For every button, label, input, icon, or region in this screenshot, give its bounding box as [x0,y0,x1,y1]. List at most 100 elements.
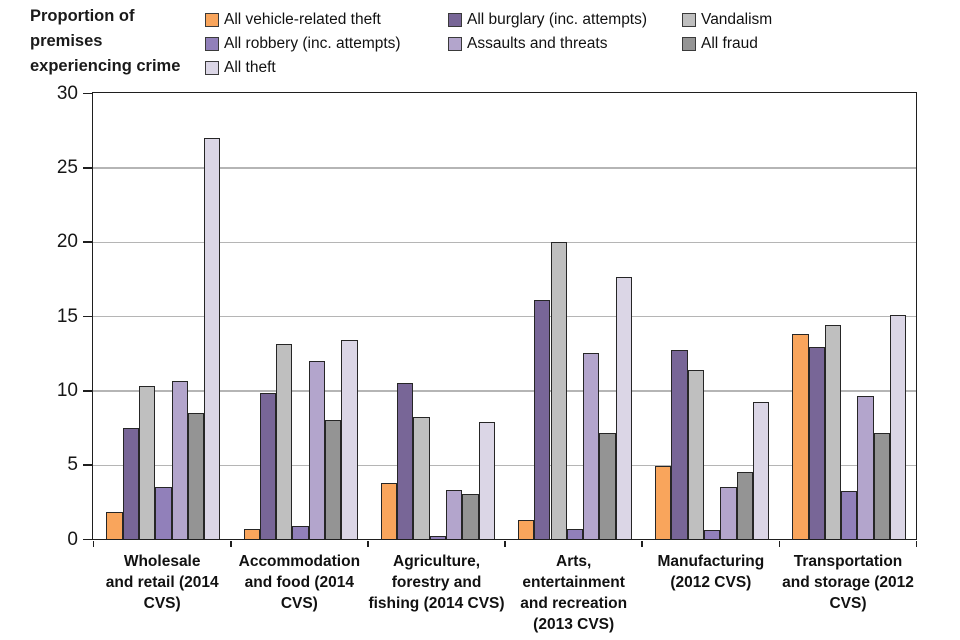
bar-assaults-and-threats-transportation-and-storage-2012-cvs [857,396,874,539]
x-axis-tick [778,541,781,548]
x-axis-category-label: Manufacturing (2012 CVS) [657,553,765,591]
y-axis-tick-label: 15 [56,305,78,327]
legend-item-all-burglary-inc-attempts: All burglary (inc. attempts) [448,10,647,30]
bar-all-theft-arts-entertainment-and-recreation-2013-cvs [615,277,632,539]
x-axis-category-label: Agriculture, forestry and fishing (2014 … [368,553,505,612]
bar-all-fraud-accommodation-and-food-2014-cvs [325,420,342,539]
bar-all-theft-agriculture-forestry-and-fishing-2014-cvs [478,421,495,539]
chart-title-line: Proportion of [30,7,135,25]
x-axis-tick [367,541,369,548]
bar-vandalism-accommodation-and-food-2014-cvs [276,344,293,539]
bar-all-vehicle-related-theft-arts-entertainment-and-recreation-2013-cvs [517,519,535,539]
y-axis-tick-label: 5 [67,454,78,476]
legend-label: All robbery (inc. attempts) [224,35,401,52]
bar-all-burglary-inc-attempts-manufacturing-2012-cvs [671,350,688,539]
x-axis-tick [504,541,506,548]
x-axis-category-label: Accommodation and food (2014 CVS) [238,553,361,612]
x-axis-tick [229,541,232,548]
bar-vandalism-agriculture-forestry-and-fishing-2014-cvs [413,417,430,539]
gridline [93,167,916,169]
x-axis-category-label: Wholesale and retail (2014 CVS) [105,553,219,612]
legend-swatch-all-burglary-inc-attempts [448,13,462,27]
legend-swatch-all-theft [205,61,219,75]
plot-area [92,92,917,540]
legend-swatch-all-vehicle-related-theft [205,13,219,27]
chart-title: Proportion of premises experiencing crim… [30,4,200,79]
bar-all-vehicle-related-theft-accommodation-and-food-2014-cvs [243,528,260,539]
y-axis-tick-label: 20 [56,231,78,253]
bar-all-theft-transportation-and-storage-2012-cvs [890,314,907,539]
y-axis-tick-label: 30 [56,82,78,104]
bar-all-theft-manufacturing-2012-cvs [752,402,770,539]
y-axis-tick [83,167,92,169]
y-axis-tick [83,464,92,467]
y-axis-tick [83,92,92,95]
bar-all-robbery-inc-attempts-agriculture-forestry-and-fishing-2014-cvs [429,536,446,539]
y-axis-tick [83,315,92,318]
legend-swatch-assaults-and-threats [448,37,462,51]
bar-all-fraud-transportation-and-storage-2012-cvs [873,433,891,539]
bar-all-fraud-wholesale-and-retail-2014-cvs [187,412,205,539]
bar-all-fraud-manufacturing-2012-cvs [736,472,753,539]
bar-vandalism-wholesale-and-retail-2014-cvs [139,385,156,539]
bar-assaults-and-threats-accommodation-and-food-2014-cvs [308,360,326,539]
y-axis-tick [83,538,92,541]
x-axis-category-label: Arts, entertainment and recreation (2013… [520,553,628,633]
legend-item-all-vehicle-related-theft: All vehicle-related theft [205,10,381,30]
x-axis-tick [92,541,95,548]
legend-item-assaults-and-threats: Assaults and threats [448,34,607,54]
legend-swatch-all-fraud [682,37,696,51]
gridline [93,390,916,392]
bar-assaults-and-threats-arts-entertainment-and-recreation-2013-cvs [583,353,600,539]
y-axis-tick-label: 10 [56,379,78,401]
bar-all-burglary-inc-attempts-wholesale-and-retail-2014-cvs [122,427,139,539]
x-axis-tick [641,541,644,548]
bar-all-robbery-inc-attempts-arts-entertainment-and-recreation-2013-cvs [566,528,584,539]
chart-title-line: premises [30,32,103,50]
bar-vandalism-transportation-and-storage-2012-cvs [824,324,842,539]
legend-swatch-vandalism [682,13,696,27]
bar-assaults-and-threats-wholesale-and-retail-2014-cvs [171,381,188,539]
y-axis-tick-label: 0 [67,528,78,550]
legend-label: All fraud [701,35,758,52]
bar-all-burglary-inc-attempts-transportation-and-storage-2012-cvs [808,347,825,539]
bar-assaults-and-threats-agriculture-forestry-and-fishing-2014-cvs [445,489,463,539]
bar-all-vehicle-related-theft-transportation-and-storage-2012-cvs [792,333,809,539]
legend-label: All theft [224,59,276,76]
bar-all-robbery-inc-attempts-wholesale-and-retail-2014-cvs [155,486,172,539]
legend-item-all-fraud: All fraud [682,34,758,54]
bar-all-burglary-inc-attempts-agriculture-forestry-and-fishing-2014-cvs [397,382,414,539]
bar-all-burglary-inc-attempts-arts-entertainment-and-recreation-2013-cvs [534,299,551,539]
legend-label: Assaults and threats [467,35,608,52]
gridline [93,241,916,243]
bar-all-theft-wholesale-and-retail-2014-cvs [204,137,221,539]
gridline [93,464,916,466]
legend-label: All burglary (inc. attempts) [467,11,648,28]
legend-label: Vandalism [701,11,773,28]
bar-all-fraud-agriculture-forestry-and-fishing-2014-cvs [462,494,479,539]
bar-all-burglary-inc-attempts-accommodation-and-food-2014-cvs [259,393,277,539]
bar-all-vehicle-related-theft-manufacturing-2012-cvs [655,466,672,539]
x-axis-tick [915,541,918,548]
legend-item-all-robbery-inc-attempts: All robbery (inc. attempts) [205,34,401,54]
bar-vandalism-manufacturing-2012-cvs [687,369,704,539]
bar-all-fraud-arts-entertainment-and-recreation-2013-cvs [599,433,616,539]
bar-all-robbery-inc-attempts-manufacturing-2012-cvs [703,530,721,539]
legend-item-vandalism: Vandalism [682,10,772,30]
gridline [93,316,916,318]
legend-swatch-all-robbery-inc-attempts [205,37,219,51]
x-axis-category-label: Transportation and storage (2012 CVS) [782,553,914,612]
bar-all-vehicle-related-theft-wholesale-and-retail-2014-cvs [106,512,123,539]
legend-item-all-theft: All theft [205,58,276,78]
chart-title-line: experiencing crime [30,57,181,75]
bar-all-robbery-inc-attempts-accommodation-and-food-2014-cvs [292,525,309,539]
legend-label: All vehicle-related theft [224,11,381,28]
bar-all-theft-accommodation-and-food-2014-cvs [341,339,358,539]
y-axis-tick [83,390,92,392]
y-axis-tick [83,241,92,244]
y-axis-tick-label: 25 [56,156,78,178]
bar-assaults-and-threats-manufacturing-2012-cvs [720,486,737,539]
bar-all-vehicle-related-theft-agriculture-forestry-and-fishing-2014-cvs [380,482,398,539]
bar-vandalism-arts-entertainment-and-recreation-2013-cvs [550,241,567,539]
